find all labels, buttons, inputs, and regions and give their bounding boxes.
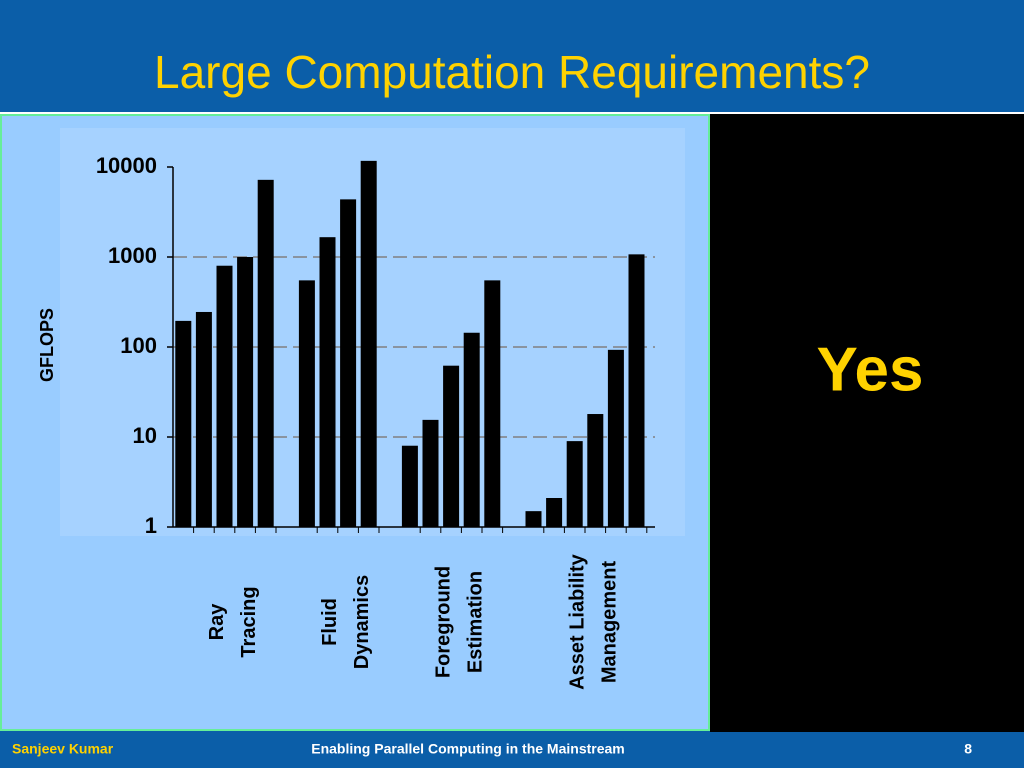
category-label: Estimation [464,571,486,673]
footer-author: Sanjeev Kumar [12,741,114,757]
y-tick-label: 10 [133,423,157,448]
bar [422,419,439,527]
bar [401,445,418,527]
y-tick-label: 100 [120,333,157,358]
bar [463,332,480,527]
bar [566,441,583,527]
y-tick-label: 1000 [108,243,157,268]
footer-page: 8 [964,741,972,757]
slide-title: Large Computation Requirements? [154,46,870,98]
category-label: Dynamics [351,575,373,670]
y-axis-label: GFLOPS [37,308,57,382]
bar [175,320,192,527]
bar [587,414,604,527]
answer-panel [710,114,1024,732]
category-label: Foreground [432,566,454,678]
y-tick-label: 1 [145,513,157,538]
bar [607,349,624,527]
title-rule [0,112,1024,114]
bar [546,498,563,527]
category-label: Tracing [238,586,260,657]
bar [319,237,336,527]
answer: Yes [817,335,924,404]
footer-course: Enabling Parallel Computing in the Mains… [311,741,625,757]
bar [237,257,254,527]
y-tick-label: 10000 [96,153,157,178]
category-label: Asset Liability [566,553,588,689]
bar [443,365,460,527]
bar [216,265,233,527]
bar [298,280,315,527]
category-label: Ray [206,603,228,641]
bar [340,199,357,527]
bar [257,179,274,527]
category-label: Management [598,561,620,684]
bar [360,160,377,527]
bar [195,311,212,527]
bar [484,280,501,527]
bar [628,254,645,527]
category-label: Fluid [319,598,341,646]
bar [525,511,542,527]
